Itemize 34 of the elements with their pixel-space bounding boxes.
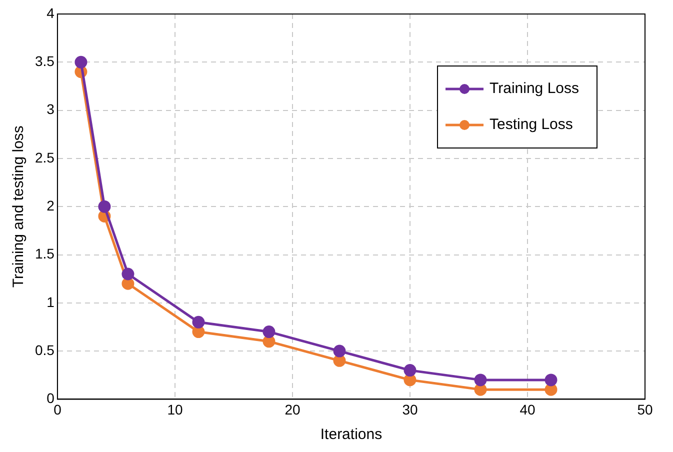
point bbox=[262, 335, 276, 348]
point bbox=[544, 374, 558, 386]
x-tick-label: 50 bbox=[637, 401, 653, 418]
y-tick-label: 0.5 bbox=[34, 342, 55, 358]
y-tick-label: 0 bbox=[46, 390, 55, 406]
point bbox=[192, 316, 205, 328]
y-tick-label: 4 bbox=[46, 4, 55, 21]
point bbox=[333, 344, 346, 358]
y-tick-label: 1 bbox=[46, 294, 55, 310]
y-tick-label: 3.5 bbox=[34, 53, 55, 70]
y-tick-label: 1.5 bbox=[34, 246, 55, 262]
point bbox=[404, 364, 416, 377]
point bbox=[544, 383, 558, 396]
y-tick-label: 3 bbox=[46, 101, 55, 118]
y-tick-label: 2 bbox=[46, 197, 55, 214]
point bbox=[98, 200, 111, 213]
x-tick-label: 10 bbox=[167, 401, 183, 418]
legend-label: Testing Loss bbox=[490, 116, 573, 134]
point bbox=[333, 354, 346, 367]
point bbox=[474, 383, 487, 396]
y-axis-title: Training and testing loss bbox=[10, 126, 28, 288]
x-tick-label: 20 bbox=[284, 401, 300, 418]
x-axis-title: Iterations bbox=[320, 426, 382, 444]
x-tick-label: 40 bbox=[520, 401, 536, 418]
y-tick-label: 2.5 bbox=[34, 149, 55, 166]
point bbox=[74, 56, 88, 68]
point bbox=[404, 374, 416, 386]
point bbox=[262, 326, 276, 338]
x-tick-label: 30 bbox=[402, 401, 418, 418]
legend-label: Training Loss bbox=[490, 80, 580, 98]
point bbox=[122, 277, 134, 290]
point bbox=[122, 268, 134, 280]
point bbox=[474, 374, 487, 386]
point bbox=[192, 326, 205, 338]
